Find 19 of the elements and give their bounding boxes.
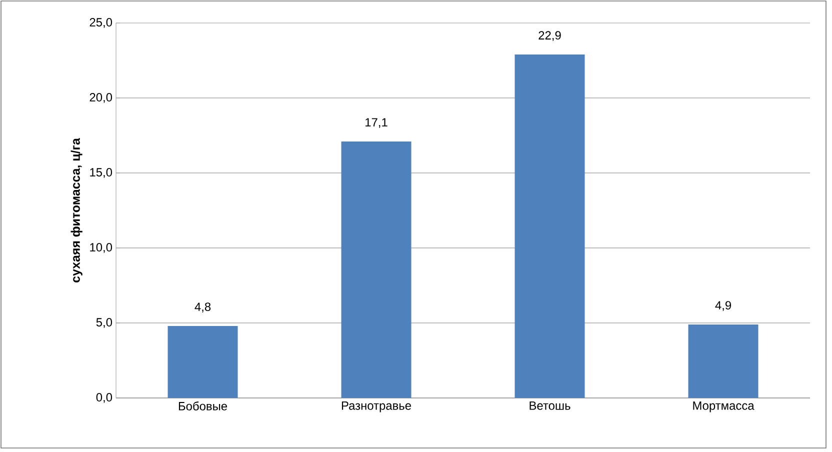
bar	[688, 324, 758, 398]
y-tick-label: 0,0	[96, 393, 112, 403]
x-tick-label: Бобовые	[178, 402, 228, 410]
y-axis-title: сухаяя фитомасса, ц/га	[70, 138, 82, 282]
y-tick-label: 10,0	[90, 243, 112, 253]
y-tick-label: 15,0	[90, 168, 112, 178]
data-label: 22,9	[538, 31, 561, 41]
data-label: 17,1	[366, 118, 388, 128]
x-tick-label: Разнотравье	[342, 402, 411, 412]
data-label: 4,8	[194, 302, 211, 312]
bar	[168, 326, 238, 398]
data-label: 4,9	[715, 301, 731, 311]
y-tick-label: 20,0	[90, 93, 112, 103]
y-tick-label: 25,0	[90, 18, 112, 28]
y-tick-label: 5,0	[96, 318, 112, 328]
x-tick-label: Мортмасса	[693, 402, 754, 412]
bar	[341, 141, 412, 398]
x-tick-label: Ветошь	[530, 402, 570, 410]
bar	[514, 54, 585, 398]
